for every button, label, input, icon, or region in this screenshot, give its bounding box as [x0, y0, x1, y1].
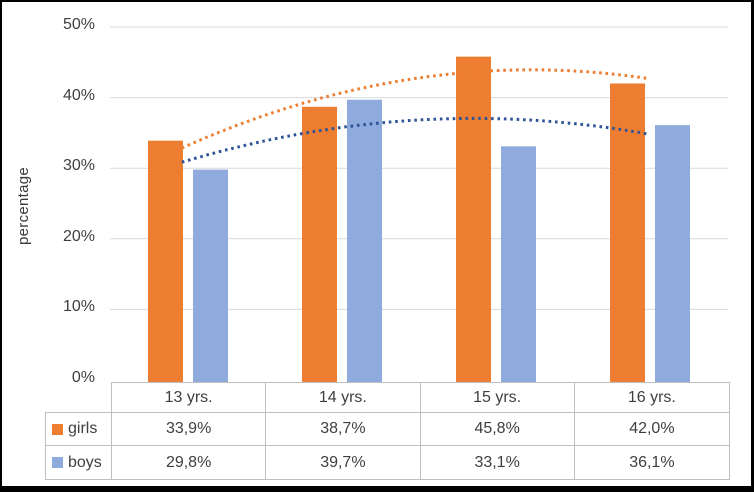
boys-bar-13yrs	[193, 169, 228, 382]
ytick-30: 30%	[62, 157, 95, 174]
girls-bar-13yrs	[148, 140, 183, 382]
ytick-0: 0%	[71, 369, 95, 386]
category-header: 14 yrs.	[266, 383, 421, 413]
category-header: 15 yrs.	[420, 383, 575, 413]
category-header: 16 yrs.	[574, 383, 729, 413]
girls-bar-14yrs	[302, 106, 337, 382]
category-header: 13 yrs.	[112, 383, 267, 413]
y-axis-ticks: 50% 40% 30% 20% 10% 0%	[2, 2, 95, 414]
legend-item-boys: boys	[46, 446, 111, 479]
boys-value-cell: 29,8%	[112, 446, 267, 479]
girls-bar-16yrs	[610, 83, 645, 382]
boys-value-cell: 33,1%	[421, 446, 575, 479]
legend-item-girls: girls	[46, 413, 111, 446]
boys-value-cell: 36,1%	[629, 453, 675, 471]
girls-value-cell: 38,7%	[266, 413, 421, 446]
girls-value-cell: 33,9%	[112, 413, 267, 446]
ytick-20: 20%	[62, 228, 95, 245]
girls-value-cell: 42,0%	[574, 413, 729, 446]
boys-bar-15yrs	[501, 146, 536, 382]
plot-area	[110, 26, 728, 382]
ytick-40: 40%	[62, 87, 95, 104]
chart-legend: girls boys	[45, 412, 112, 480]
girls-bar-15yrs	[456, 56, 491, 382]
ytick-50: 50%	[62, 16, 95, 33]
ytick-10: 10%	[62, 298, 95, 315]
boys-bar-14yrs	[347, 99, 382, 382]
boys-trendline	[181, 116, 651, 164]
boys-series-label: boys	[68, 453, 102, 471]
girls-trendline	[181, 68, 651, 150]
boys-value-cell: 39,7%	[266, 446, 421, 479]
girls-series-swatch-icon	[52, 423, 63, 435]
girls-value-cell: 45,8%	[420, 413, 575, 446]
boys-bar-16yrs	[655, 125, 690, 382]
girls-series-label: girls	[68, 420, 98, 437]
chart-data-table: 13 yrs. 14 yrs. 15 yrs. 16 yrs. 33,9% 38…	[111, 382, 730, 480]
boys-series-swatch-icon	[52, 457, 63, 468]
